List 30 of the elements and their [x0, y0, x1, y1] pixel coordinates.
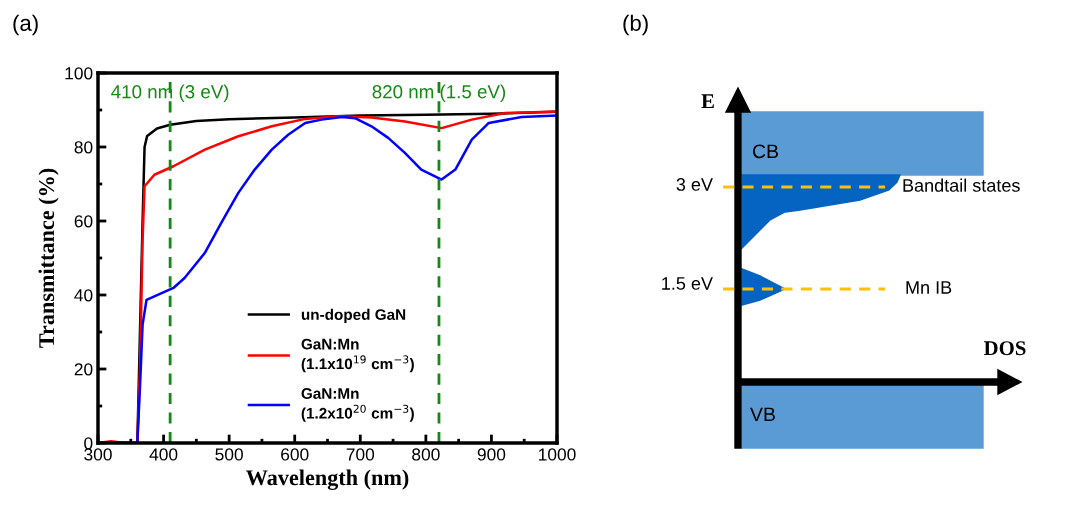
y-tick-label: 80 [74, 141, 93, 154]
y-tick-label: 0 [84, 437, 93, 450]
x-tick-label: 800 [412, 448, 440, 461]
text: 1.5 eV [662, 277, 713, 290]
x-tick-label: 400 [149, 448, 178, 461]
legend-label: GaN:Mn (1.2x10$^{20}$ cm$^{−3}$) [301, 388, 414, 422]
x-tick-label: 1000 [539, 448, 576, 461]
text: DOS [983, 341, 1026, 356]
x-axis-title: Wavelength (nm) [246, 469, 409, 490]
legend-label: un-doped GaN [301, 308, 406, 324]
text: Mn IB [906, 281, 952, 294]
text: (a) [13, 14, 38, 36]
x-tick-label: 500 [215, 448, 243, 461]
x-tick-label: 600 [281, 448, 309, 461]
y-tick-label: 20 [74, 363, 93, 376]
text: VB [750, 407, 775, 422]
legend-label: GaN:Mn (1.1x10$^{19}$ cm$^{−3}$) [301, 338, 414, 373]
y-axis-title: Transmittance (%) [38, 168, 59, 348]
y-tick-label: 60 [74, 215, 93, 228]
text: 3 eV [676, 178, 713, 191]
x-tick-label: 300 [84, 448, 112, 461]
x-tick-label: 900 [477, 448, 506, 461]
text: CB [752, 144, 778, 159]
text: Bandtail states [903, 178, 1020, 192]
text: (b) [623, 14, 648, 36]
text: E [701, 94, 714, 109]
x-tick-label: 700 [346, 448, 375, 461]
y-tick-label: 40 [74, 289, 93, 302]
ref-line-label: 820 nm (1.5 eV) [372, 84, 506, 103]
y-tick-label: 100 [65, 67, 93, 80]
